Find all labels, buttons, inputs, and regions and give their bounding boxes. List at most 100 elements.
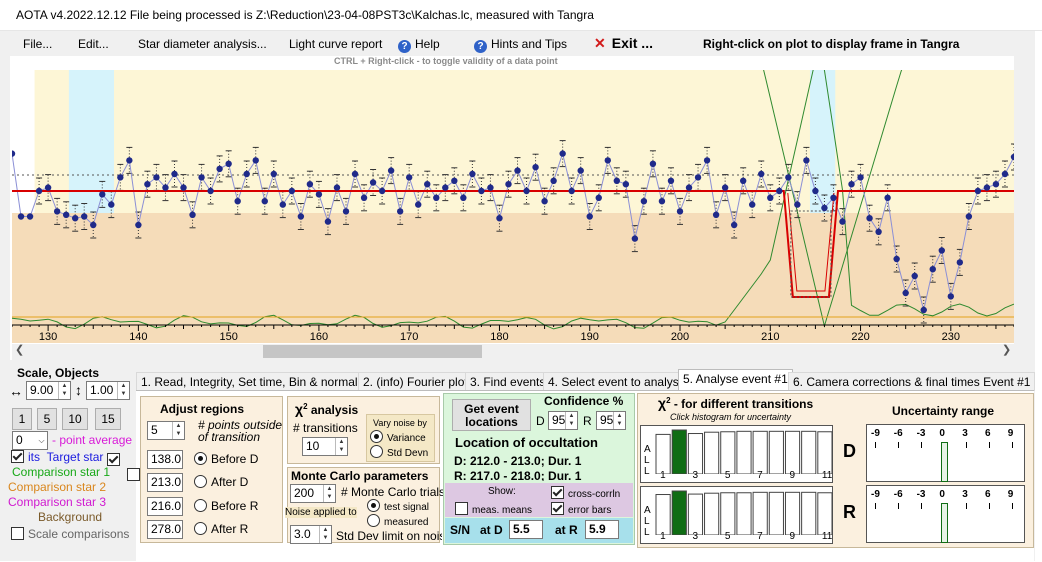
- before-d-radio[interactable]: [194, 452, 207, 465]
- plot-scrollbar[interactable]: [12, 344, 1014, 360]
- uncertainty-tick-label: -6: [893, 428, 903, 439]
- histogram-title: χ2 - for different transitions: [658, 395, 813, 411]
- stepper-arrows-icon[interactable]: ▲ ▼: [323, 485, 335, 502]
- test-signal-radio[interactable]: [367, 499, 380, 512]
- test-signal-label: test signal: [384, 502, 430, 513]
- data-point: [469, 170, 476, 178]
- sn-at-r-value: 5.9: [585, 520, 619, 539]
- point-average-select[interactable]: 0 ⌵: [12, 431, 48, 450]
- after-d-radio-row[interactable]: After D: [194, 475, 248, 489]
- before-r-radio-row[interactable]: Before R: [194, 499, 258, 513]
- sn-at-d-label: at D: [480, 523, 503, 537]
- histogram-x-label: 3: [692, 531, 699, 542]
- r-location-line: R: 217.0 - 218.0; Dur. 1: [454, 469, 582, 481]
- before-d-radio-row[interactable]: Before D: [194, 452, 258, 466]
- get-event-locations-button[interactable]: Get event locations: [452, 399, 531, 431]
- error-bars-row[interactable]: error bars: [551, 502, 611, 516]
- stepper-arrows-icon[interactable]: ▲ ▼: [565, 412, 577, 429]
- tab-camera-corrections[interactable]: 6. Camera corrections & final times Even…: [788, 372, 1036, 391]
- variance-radio[interactable]: [370, 430, 383, 443]
- menu-exit[interactable]: ✕ Exit ...: [594, 35, 653, 52]
- scroll-right-icon[interactable]: ❯: [1002, 344, 1012, 356]
- std-limit-stepper[interactable]: 3.0 ▲ ▼: [290, 525, 332, 544]
- menu-star-diameter[interactable]: Star diameter analysis...: [138, 37, 267, 51]
- data-point: [1010, 153, 1014, 161]
- data-point: [505, 181, 512, 188]
- menu-edit[interactable]: Edit...: [78, 37, 109, 51]
- error-bars-checkbox[interactable]: [551, 502, 564, 515]
- uncertainty-tick-label: 9: [1007, 489, 1014, 500]
- measured-radio[interactable]: [367, 514, 380, 527]
- d-uncertainty-axis: -9 -6 -3 0 3 6 9: [867, 425, 1024, 482]
- conf-d-stepper[interactable]: 95 ▲ ▼: [548, 411, 578, 430]
- meas-means-row[interactable]: meas. means: [455, 502, 532, 516]
- data-point: [794, 201, 801, 208]
- menu-light-curve-report[interactable]: Light curve report: [289, 37, 383, 51]
- data-point: [857, 174, 864, 181]
- preset-5-button[interactable]: 5: [37, 408, 57, 430]
- tab-analyse-event[interactable]: 5. Analyse event #1: [678, 369, 793, 391]
- cross-corr-checkbox[interactable]: [551, 486, 564, 499]
- comp1-checkbox[interactable]: [127, 468, 141, 481]
- left-frame: [0, 56, 10, 561]
- scale-comparisons-row[interactable]: Scale comparisons: [11, 527, 129, 541]
- preset-10-button[interactable]: 10: [62, 408, 88, 430]
- data-point: [35, 187, 43, 195]
- before-r-radio[interactable]: [194, 499, 207, 512]
- after-d-radio[interactable]: [194, 475, 207, 488]
- data-point: [956, 259, 964, 266]
- cross-corr-row[interactable]: cross-corrln: [551, 486, 620, 500]
- before-d-value[interactable]: 138.0: [147, 450, 183, 469]
- x-tick-label: 180: [490, 331, 508, 343]
- variance-radio-row[interactable]: Variance: [370, 430, 426, 444]
- stepper-arrows-icon[interactable]: ▲ ▼: [335, 438, 347, 455]
- stepper-arrows-icon[interactable]: ▲ ▼: [613, 412, 625, 429]
- tab-select-event[interactable]: 4. Select event to analyse: [543, 372, 691, 391]
- data-point: [776, 187, 783, 195]
- scroll-thumb[interactable]: [263, 345, 482, 358]
- d-histogram[interactable]: A L L 1 3 5 7 9 11: [640, 425, 833, 483]
- std-devn-radio-row[interactable]: Std Devn: [370, 445, 428, 459]
- preset-15-button[interactable]: 15: [95, 408, 121, 430]
- measured-radio-row[interactable]: measured: [367, 514, 428, 528]
- menu-hints[interactable]: ? Hints and Tips: [474, 37, 567, 53]
- stepper-arrows-icon[interactable]: ▲ ▼: [58, 382, 70, 399]
- data-point: [198, 174, 205, 181]
- after-r-radio-row[interactable]: After R: [194, 522, 248, 536]
- menu-file[interactable]: File...: [23, 37, 53, 51]
- tab-fourier[interactable]: 2. (info) Fourier plot: [358, 372, 473, 391]
- preset-1-button[interactable]: 1: [12, 408, 32, 430]
- light-curve-plot[interactable]: 130 140 150 160 170 180 190 200 210 220 230: [12, 70, 1014, 343]
- stepper-arrows-icon[interactable]: ▲ ▼: [319, 526, 331, 543]
- tab-read-integrity[interactable]: 1. Read, Integrity, Set time, Bin & norm…: [136, 372, 378, 391]
- hist-chi-symbol: χ: [658, 395, 667, 411]
- after-r-radio[interactable]: [194, 522, 207, 535]
- conf-r-stepper[interactable]: 95 ▲ ▼: [596, 411, 626, 430]
- histogram-bar: [801, 430, 817, 474]
- scale-comparisons-checkbox[interactable]: [11, 527, 24, 540]
- std-devn-radio[interactable]: [370, 445, 383, 458]
- data-point: [884, 194, 891, 201]
- data-point: [676, 208, 684, 215]
- before-r-value[interactable]: 216.0: [147, 497, 183, 516]
- menu-help[interactable]: ? Help: [398, 37, 440, 53]
- stepper-arrows-icon[interactable]: ▲ ▼: [172, 422, 184, 439]
- after-d-value[interactable]: 213.0: [147, 473, 183, 492]
- r-histogram[interactable]: A L L 1 3 5 7 9 11: [640, 486, 833, 544]
- vertical-scale-stepper[interactable]: 1.00 ▲ ▼: [86, 381, 130, 400]
- points-outside-stepper[interactable]: 5 ▲ ▼: [147, 421, 185, 440]
- target-star-show-checkbox[interactable]: [107, 453, 120, 466]
- horizontal-scale-stepper[interactable]: 9.00 ▲ ▼: [26, 381, 71, 400]
- tab-find-events[interactable]: 3. Find events: [465, 372, 551, 391]
- scroll-left-icon[interactable]: ❮: [15, 344, 25, 356]
- meas-means-checkbox[interactable]: [455, 502, 468, 515]
- test-signal-radio-row[interactable]: test signal: [367, 499, 429, 513]
- uncertainty-tick-label: 0: [939, 489, 945, 500]
- stepper-arrows-icon[interactable]: ▲ ▼: [117, 382, 129, 399]
- target-star-row[interactable]: its Target star: [11, 450, 103, 464]
- after-r-value[interactable]: 278.0: [147, 520, 183, 539]
- mc-trials-stepper[interactable]: 200 ▲ ▼: [290, 484, 336, 503]
- get-event-btn-line1: Get event: [464, 402, 519, 416]
- target-star-checkbox[interactable]: [11, 450, 24, 463]
- transitions-stepper[interactable]: 10 ▲ ▼: [302, 437, 348, 456]
